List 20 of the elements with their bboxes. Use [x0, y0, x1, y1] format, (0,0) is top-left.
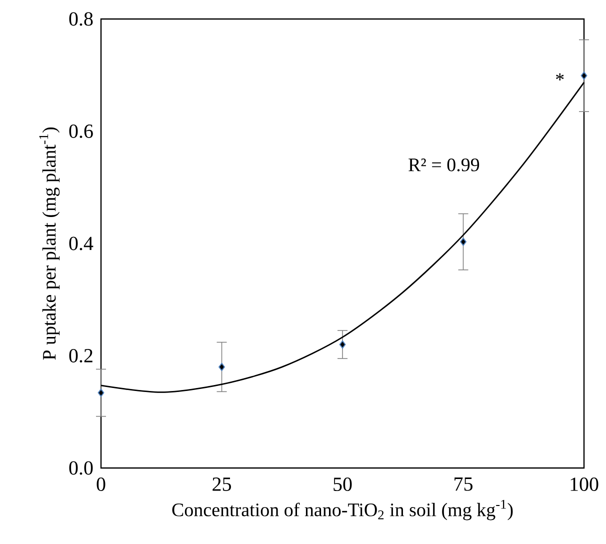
- y-tick-label: 0.0: [69, 461, 93, 475]
- y-tick-label: 0.4: [69, 236, 94, 250]
- point: [339, 340, 346, 349]
- point: [460, 238, 466, 246]
- y-axis-title: P uptake per plant (mg plant$^{-1}$): [39, 127, 60, 360]
- x-tick-label: 75: [454, 478, 472, 491]
- x-tick-label: 0: [96, 478, 106, 492]
- y-tick-label: 0.2: [69, 348, 92, 363]
- annotation: *: [556, 73, 564, 80]
- x-axis-title: Concentration of nano-TiO$_{2}$ in soil (mg kg$^{-1}$): [172, 500, 513, 520]
- x-tick-label: 100: [570, 478, 598, 492]
- point: [580, 72, 588, 80]
- annotation: R² = 0.99: [408, 158, 480, 172]
- point: [218, 362, 225, 372]
- line-series: [100, 82, 585, 393]
- y-tick-label: 0.8: [69, 12, 93, 26]
- x-tick-label: 50: [334, 478, 352, 492]
- x-tick-label: 25: [212, 477, 231, 491]
- y-tick-label: 0.6: [69, 124, 93, 138]
- point: [98, 388, 104, 397]
